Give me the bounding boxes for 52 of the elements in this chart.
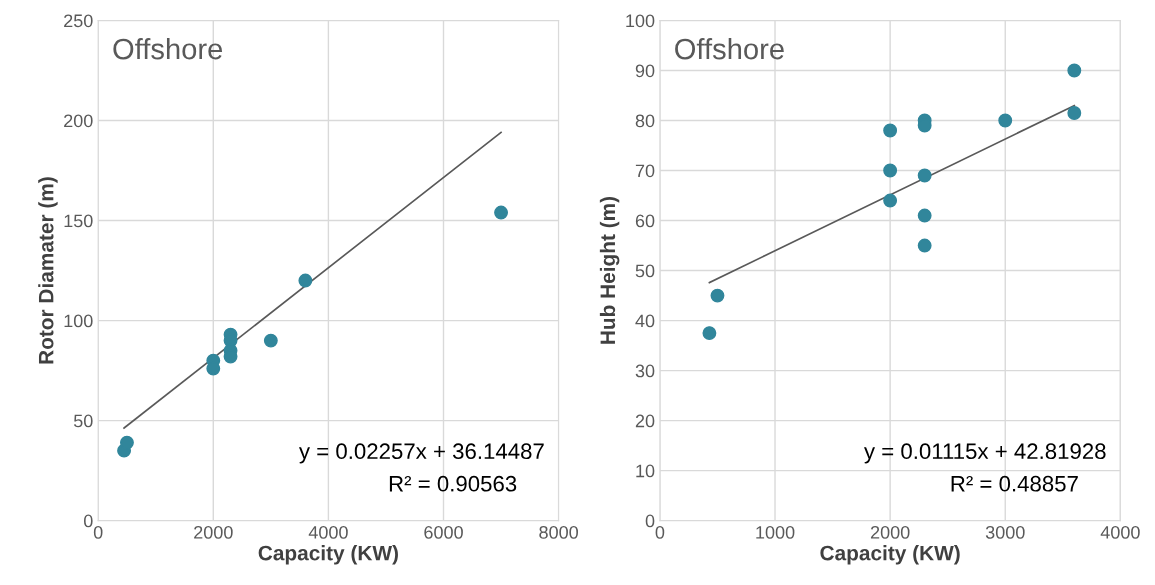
point	[1067, 63, 1082, 78]
x-tick-label: 0	[93, 525, 103, 539]
point	[883, 123, 898, 138]
annotation: R² = 0.48857	[951, 475, 1078, 492]
y-tick-label: 50	[635, 264, 655, 278]
y-tick-label: 60	[635, 214, 655, 228]
x-tick-label: 6000	[424, 525, 463, 539]
y-axis-title: Rotor Diamater (m)	[38, 177, 58, 364]
x-axis-title: Capacity (KW)	[258, 545, 398, 565]
point	[883, 193, 898, 208]
y-tick-label: 20	[635, 414, 655, 428]
y-tick-label: 150	[64, 214, 93, 228]
y-tick-label: 40	[635, 314, 655, 328]
y-tick-label: 100	[64, 314, 93, 328]
x-tick-label: 0	[655, 525, 665, 539]
x-tick-label: 1000	[756, 525, 795, 539]
y-tick-label: 50	[73, 414, 93, 428]
point	[917, 238, 932, 253]
x-tick-label: 8000	[539, 525, 578, 539]
annotation: R² = 0.90563	[389, 475, 517, 492]
y-axis-title: Hub Height (m)	[599, 196, 620, 344]
chart-title: Offshore	[113, 37, 223, 60]
x-tick-label: 4000	[1100, 525, 1140, 539]
y-tick-label: 90	[635, 64, 655, 78]
y-tick-label: 10	[636, 464, 655, 478]
x-tick-label: 4000	[308, 525, 348, 539]
y-tick-label: 80	[635, 114, 655, 128]
point	[917, 208, 932, 223]
x-axis-title: Capacity (KW)	[820, 545, 960, 565]
y-tick-label: 200	[64, 114, 93, 128]
y-tick-label: 70	[635, 164, 655, 178]
point	[263, 333, 278, 348]
point	[702, 326, 717, 341]
y-tick-label: 0	[83, 514, 93, 528]
x-tick-label: 2000	[194, 525, 233, 539]
y-tick-label: 250	[64, 14, 93, 28]
y-tick-label: 30	[635, 364, 655, 378]
point	[883, 163, 898, 178]
x-tick-label: 2000	[870, 525, 910, 539]
point	[494, 205, 509, 220]
annotation: y = 0.01115x + 42.81928	[864, 443, 1106, 464]
point	[710, 288, 725, 303]
point	[120, 435, 134, 450]
chart-title: Offshore	[675, 37, 784, 60]
point	[917, 168, 932, 183]
annotation: y = 0.02257x + 36.14487	[298, 443, 544, 464]
point	[1067, 106, 1082, 120]
y-tick-label: 100	[626, 14, 655, 28]
y-tick-label: 0	[645, 514, 655, 528]
x-tick-label: 3000	[985, 525, 1025, 539]
point	[298, 273, 313, 288]
point	[998, 113, 1013, 128]
